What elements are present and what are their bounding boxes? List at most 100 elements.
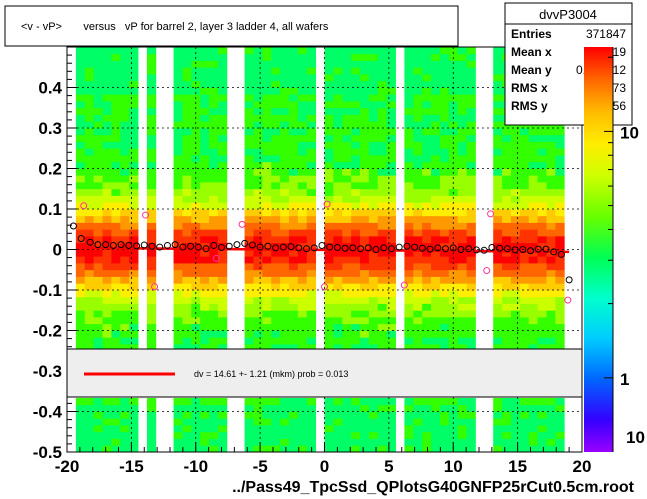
- heatmap-cell: [493, 236, 503, 244]
- heatmap-cell: [253, 404, 263, 412]
- heatmap-cell: [404, 148, 414, 156]
- heatmap-cell: [377, 431, 388, 439]
- heatmap-cell: [493, 215, 503, 223]
- heatmap-cell: [413, 141, 423, 149]
- profile-point: [117, 241, 125, 249]
- heatmap-cell: [262, 182, 272, 190]
- heatmap-cell: [386, 80, 396, 88]
- heatmap-cell: [386, 445, 396, 452]
- heatmap-cell: [271, 175, 281, 183]
- heatmap-cell: [555, 303, 565, 311]
- heatmap-cell: [528, 215, 538, 223]
- heatmap-cell: [351, 74, 361, 82]
- heatmap-cell: [297, 155, 308, 163]
- heatmap-cell: [297, 398, 308, 406]
- heatmap-cell: [368, 344, 379, 352]
- heatmap-cell: [360, 344, 370, 352]
- heatmap-cell: [93, 425, 103, 433]
- heatmap-cell: [297, 317, 308, 325]
- heatmap-cell: [120, 67, 130, 75]
- heatmap-cell: [182, 283, 192, 291]
- heatmap-cell: [386, 94, 396, 102]
- heatmap-cell: [528, 195, 538, 203]
- heatmap-cell: [217, 310, 228, 318]
- heatmap-cell: [244, 431, 254, 439]
- heatmap-cell: [324, 175, 334, 183]
- heatmap-cell: [448, 141, 459, 149]
- heatmap-cell: [306, 47, 317, 55]
- heatmap-cell: [306, 310, 317, 318]
- heatmap-cell: [342, 398, 352, 406]
- heatmap-cell: [439, 344, 450, 352]
- heatmap-cell: [386, 242, 396, 250]
- heatmap-cell: [244, 445, 254, 452]
- heatmap-cell: [280, 222, 290, 230]
- heatmap-cell: [129, 323, 139, 331]
- heatmap-cell: [84, 229, 95, 237]
- heatmap-cell: [93, 94, 103, 102]
- heatmap-cell: [262, 209, 272, 217]
- heatmap-cell: [102, 445, 112, 452]
- heatmap-cell: [146, 188, 157, 196]
- heatmap-cell: [200, 47, 210, 55]
- heatmap-cell: [519, 148, 530, 156]
- heatmap-cell: [342, 303, 352, 311]
- heatmap-cell: [528, 128, 538, 136]
- heatmap-cell: [217, 222, 228, 230]
- heatmap-cell: [546, 148, 556, 156]
- heatmap-cell: [502, 202, 512, 210]
- stats-label: RMS x: [511, 81, 548, 95]
- profile-point: [534, 245, 542, 253]
- heatmap-cell: [129, 161, 139, 169]
- heatmap-cell: [306, 175, 317, 183]
- heatmap-cell: [457, 101, 467, 109]
- heatmap-cell: [200, 80, 210, 88]
- heatmap-cell: [262, 418, 272, 426]
- heatmap-cell: [253, 215, 263, 223]
- heatmap-cell: [173, 310, 183, 318]
- heatmap-cell: [262, 398, 272, 406]
- heatmap-cell: [182, 80, 192, 88]
- heatmap-cell: [306, 249, 317, 257]
- heatmap-cell: [360, 168, 370, 176]
- heatmap-cell: [457, 296, 467, 304]
- heatmap-cell: [111, 47, 121, 55]
- heatmap-cell: [466, 202, 476, 210]
- heatmap-cell: [466, 229, 476, 237]
- heatmap-cell: [377, 445, 388, 452]
- heatmap-cell: [75, 431, 86, 439]
- heatmap-cell: [288, 296, 299, 304]
- heatmap-cell: [253, 87, 263, 95]
- heatmap-cell: [457, 80, 467, 88]
- heatmap-cell: [404, 188, 414, 196]
- heatmap-cell: [510, 168, 521, 176]
- heatmap-cell: [75, 121, 86, 129]
- heatmap-cell: [120, 202, 130, 210]
- heatmap-cell: [297, 276, 308, 284]
- heatmap-cell: [342, 330, 352, 338]
- heatmap-cell: [404, 398, 414, 406]
- heatmap-cell: [280, 74, 290, 82]
- heatmap-cell: [431, 87, 441, 95]
- heatmap-cell: [120, 141, 130, 149]
- heatmap-cell: [262, 256, 272, 264]
- heatmap-cell: [368, 256, 379, 264]
- heatmap-cell: [368, 47, 379, 55]
- heatmap-cell: [439, 303, 450, 311]
- heatmap-cell: [324, 330, 334, 338]
- heatmap-cell: [342, 215, 352, 223]
- heatmap-cell: [360, 60, 370, 68]
- heatmap-cell: [493, 141, 503, 149]
- heatmap-cell: [262, 202, 272, 210]
- heatmap-cell: [93, 60, 103, 68]
- heatmap-cell: [466, 411, 476, 419]
- heatmap-cell: [129, 195, 139, 203]
- heatmap-cell: [173, 269, 183, 277]
- heatmap-cell: [493, 195, 503, 203]
- heatmap-cell: [351, 60, 361, 68]
- heatmap-cell: [377, 161, 388, 169]
- heatmap-cell: [342, 317, 352, 325]
- heatmap-cell: [360, 107, 370, 115]
- heatmap-cell: [93, 101, 103, 109]
- heatmap-cell: [333, 229, 343, 237]
